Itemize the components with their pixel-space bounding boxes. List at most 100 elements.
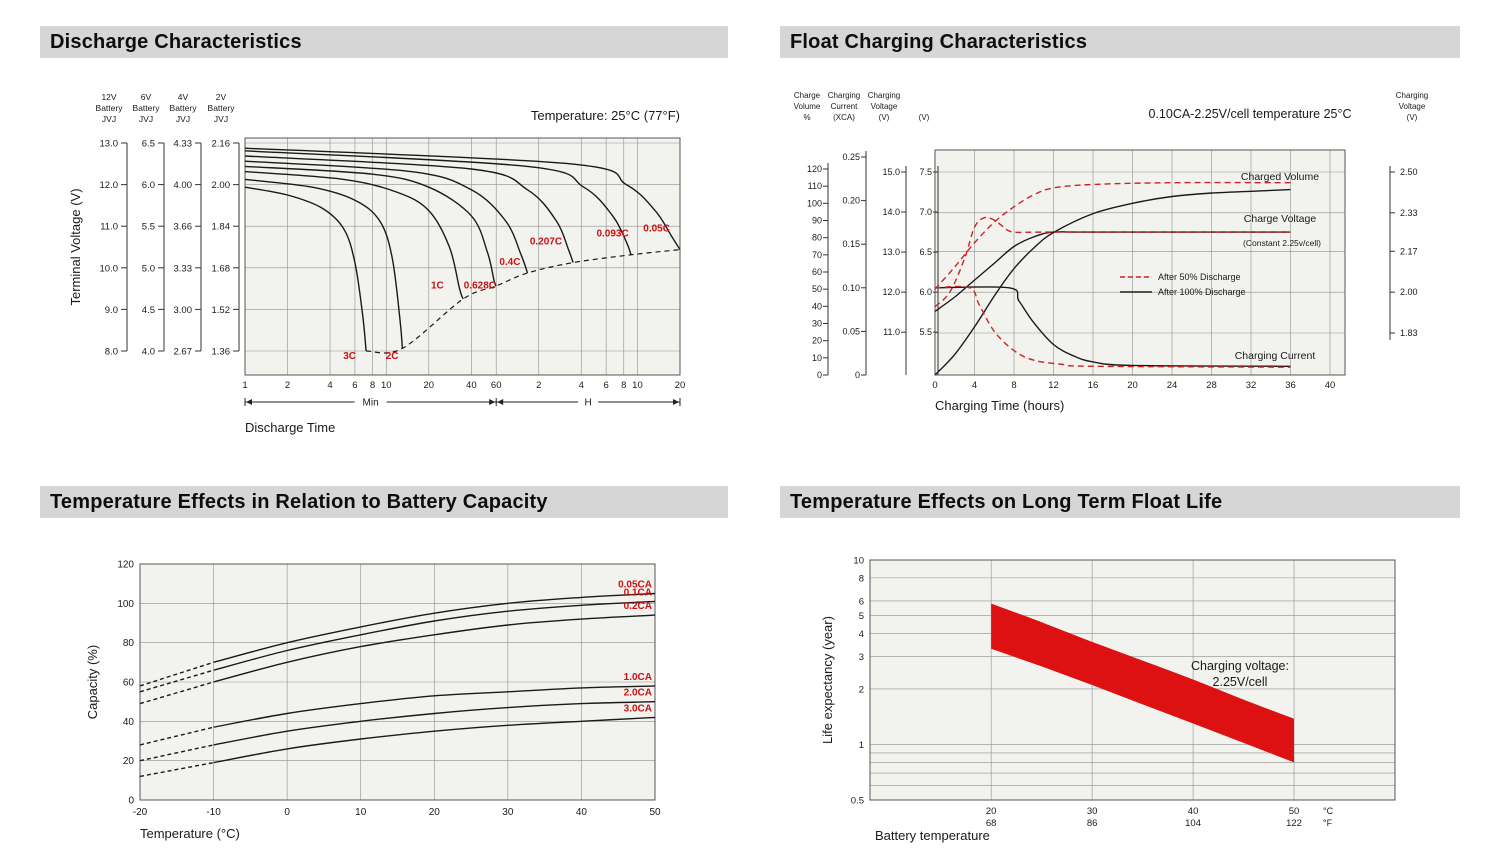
curve-0.1CA-dashed (139, 669, 214, 693)
curve-2.0CA-dashed (139, 744, 214, 762)
svg-text:20: 20 (123, 756, 135, 767)
x-axis-title: Discharge Time (245, 420, 335, 435)
svg-text:Min: Min (363, 398, 379, 409)
svg-text:Charging: Charging (828, 91, 860, 100)
curve-charge-voltage-50 (934, 216, 1291, 308)
svg-text:Current: Current (831, 102, 858, 111)
svg-text:1C: 1C (431, 281, 444, 292)
svg-text:2V: 2V (216, 92, 227, 102)
svg-text:0.05CA: 0.05CA (618, 580, 652, 591)
left-axis-3: (V) 7.5 7.0 6.5 6.0 5.5 (919, 113, 939, 375)
curve-0.2CA (213, 614, 656, 683)
curve-charging-current-100 (934, 286, 1291, 367)
life-expectancy-band (991, 603, 1294, 763)
svg-text:8: 8 (621, 380, 626, 391)
svg-text:10.0: 10.0 (100, 263, 119, 274)
svg-text:2: 2 (536, 380, 541, 391)
panel-float-charging: Float Charging Characteristics Charge Vol… (780, 26, 1460, 468)
svg-text:8: 8 (370, 380, 375, 391)
plot-border (869, 559, 1396, 801)
svg-text:2.00: 2.00 (212, 180, 231, 191)
svg-text:3.00: 3.00 (174, 305, 193, 316)
svg-text:36: 36 (1285, 380, 1296, 391)
charging-voltage-annotation: Charging voltage: 2.25V/cell (1191, 659, 1289, 689)
svg-text:2.50: 2.50 (1400, 167, 1418, 177)
svg-text:0.10: 0.10 (842, 283, 860, 293)
svg-text:16: 16 (1088, 380, 1099, 391)
plot-border (934, 149, 1346, 376)
svg-text:24: 24 (1167, 380, 1178, 391)
svg-text:4.00: 4.00 (174, 180, 193, 191)
svg-text:JVJ: JVJ (102, 114, 116, 124)
svg-text:4: 4 (579, 380, 584, 391)
svg-text:Charging Time (hours): Charging Time (hours) (935, 398, 1064, 413)
svg-text:0.05C: 0.05C (643, 223, 670, 234)
svg-text:12.0: 12.0 (100, 180, 119, 191)
discharge-curves (244, 147, 681, 354)
svg-text:Battery: Battery (208, 103, 236, 113)
svg-text:1.52: 1.52 (212, 305, 231, 316)
svg-text:1: 1 (242, 380, 247, 391)
svg-text:2.0CA: 2.0CA (624, 688, 652, 699)
svg-text:0.20: 0.20 (842, 196, 860, 206)
section-header-temperature-capacity: Temperature Effects in Relation to Batte… (40, 486, 728, 518)
svg-text:104: 104 (1185, 818, 1201, 829)
panel-discharge-characteristics: Discharge Characteristics 1 2 4 6 8 10 20 40 60 2… (40, 26, 728, 468)
svg-text:Battery: Battery (96, 103, 124, 113)
svg-text:After 100% Discharge: After 100% Discharge (1158, 287, 1246, 297)
svg-text:2.17: 2.17 (1400, 246, 1418, 256)
plot-border (139, 563, 656, 801)
svg-text:(Constant 2.25v/cell): (Constant 2.25v/cell) (1243, 238, 1321, 248)
svg-text:5.0: 5.0 (142, 263, 155, 274)
svg-text:20: 20 (1127, 380, 1138, 391)
svg-text:20: 20 (986, 806, 997, 817)
svg-text:90: 90 (812, 216, 822, 226)
svg-text:0: 0 (284, 807, 290, 818)
discharge-curve-0.207C (244, 155, 574, 263)
svg-text:4.33: 4.33 (174, 139, 193, 150)
svg-text:9.0: 9.0 (105, 305, 118, 316)
float-charging-chart: ChargeVolume%120110100908070605040302010… (794, 91, 1429, 413)
svg-text:11.0: 11.0 (100, 222, 118, 233)
legend: After 50% Discharge After 100% Discharge (1120, 272, 1246, 297)
svg-text:0.628C: 0.628C (464, 281, 496, 292)
svg-text:10: 10 (853, 556, 864, 567)
curve-0.05CA-dashed (139, 661, 214, 687)
x-axis-title: Temperature (°C) (140, 826, 240, 841)
curve-0.2CA-dashed (139, 681, 214, 705)
svg-text:0.10CA-2.25V/cell temperature: 0.10CA-2.25V/cell temperature 25°C (1148, 107, 1351, 121)
discharge-curve-0.05C (244, 147, 681, 250)
svg-text:(V): (V) (1407, 113, 1418, 122)
svg-text:-10: -10 (206, 807, 221, 818)
svg-text:6.5: 6.5 (142, 139, 155, 150)
svg-text:30: 30 (502, 807, 514, 818)
curve-labels: Charged Volume Charge Voltage (Constant 2.… (1235, 171, 1321, 362)
svg-text:Charge: Charge (794, 91, 821, 100)
svg-text:1.84: 1.84 (212, 222, 231, 233)
x-axis-sections: Min H (244, 398, 681, 409)
svg-text:4.0: 4.0 (142, 347, 155, 358)
svg-text:15.0: 15.0 (882, 167, 900, 177)
svg-text:-20: -20 (133, 807, 148, 818)
y-tick-labels: 10 8 6 5 4 3 2 1 0.5 (851, 556, 864, 807)
temperature-capacity-chart: 0 20 40 60 80 100 120 -20 -10 0 10 20 30 40 50 Capacity… (85, 560, 661, 842)
svg-text:1.83: 1.83 (1400, 328, 1418, 338)
x-tick-labels: 0 4 8 12 16 20 24 28 32 36 40 (932, 380, 1335, 391)
y-tick-labels: 0 20 40 60 80 100 120 (117, 560, 134, 807)
svg-text:28: 28 (1206, 380, 1217, 391)
right-axis: Charging Voltage (V) 2.50 2.33 2.17 2.00 1.83 (1389, 91, 1428, 340)
svg-text:11.0: 11.0 (883, 327, 900, 337)
svg-text:2.25V/cell: 2.25V/cell (1213, 675, 1268, 689)
discharge-curve-2C (244, 178, 404, 349)
svg-text:Volume: Volume (794, 102, 821, 111)
svg-text:60: 60 (123, 678, 135, 689)
svg-text:°C: °C (1323, 806, 1334, 816)
condition-note: 0.10CA-2.25V/cell temperature 25°C (1148, 107, 1351, 121)
svg-text:1: 1 (859, 740, 864, 751)
svg-text:H: H (584, 398, 591, 409)
float-life-chart: 1086543210.5206830864010450122°C°FChargi… (820, 556, 1396, 843)
svg-text:8: 8 (859, 573, 864, 584)
